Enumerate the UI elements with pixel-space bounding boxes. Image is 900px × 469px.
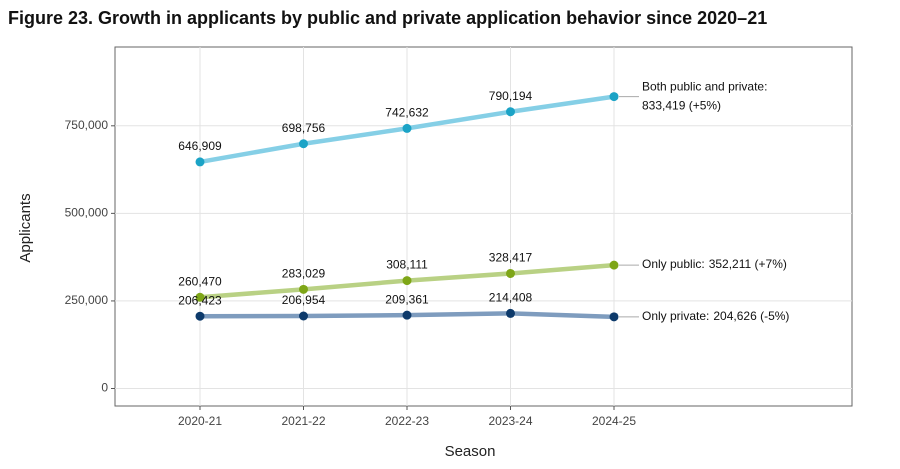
data-label: 646,909 — [178, 139, 222, 153]
y-tick-label: 250,000 — [65, 293, 109, 307]
data-label: 328,417 — [489, 251, 533, 265]
data-label: 742,632 — [385, 106, 429, 120]
data-point — [195, 311, 205, 321]
plot-panel — [114, 46, 853, 407]
data-point — [506, 308, 515, 318]
end-value: 352,211 (+7%) — [709, 257, 787, 271]
data-point — [609, 92, 619, 102]
y-tick-label: 750,000 — [65, 118, 109, 132]
x-tick-label: 2022-23 — [385, 414, 429, 428]
data-point — [402, 310, 412, 320]
data-label: 209,361 — [385, 292, 429, 306]
y-axis-title: Applicants — [17, 193, 34, 262]
x-tick-label: 2020-21 — [178, 414, 222, 428]
data-label: 214,408 — [489, 291, 533, 305]
data-label: 206,423 — [178, 293, 222, 307]
data-label: 790,194 — [489, 89, 533, 103]
y-tick-label: 500,000 — [65, 206, 109, 220]
end-value: 204,626 (-5%) — [713, 309, 789, 323]
data-point — [195, 292, 205, 302]
x-tick-label: 2023-24 — [488, 414, 532, 428]
series-name: Both public and private: — [642, 80, 767, 94]
data-label: 283,029 — [282, 267, 326, 281]
data-point — [195, 157, 205, 167]
data-point — [506, 268, 515, 278]
data-point — [402, 123, 412, 133]
data-point — [609, 312, 619, 322]
series-name: Only public: — [642, 257, 705, 271]
x-axis-title: Season — [445, 443, 496, 460]
data-point — [299, 139, 308, 149]
data-point — [506, 107, 515, 117]
x-tick-label: 2024-25 — [592, 414, 636, 428]
data-point — [402, 276, 412, 286]
data-label: 308,111 — [386, 258, 428, 272]
x-tick-label: 2021-22 — [281, 414, 325, 428]
end-value: 833,419 (+5%) — [642, 99, 721, 113]
end-label: Both public and private: 833,419 (+5%) — [642, 80, 767, 113]
data-label: 206,954 — [282, 293, 326, 307]
end-label: Only public: 352,211 (+7%) — [642, 257, 787, 271]
end-label: Only private: 204,626 (-5%) — [642, 309, 789, 323]
data-label: 698,756 — [282, 121, 326, 135]
data-point — [299, 284, 308, 294]
chart-title: Figure 23. Growth in applicants by publi… — [8, 8, 767, 28]
data-point — [609, 260, 619, 270]
data-point — [299, 311, 308, 321]
y-tick-label: 0 — [101, 381, 108, 395]
data-label: 260,470 — [178, 274, 222, 288]
series-name: Only private: — [642, 309, 709, 323]
